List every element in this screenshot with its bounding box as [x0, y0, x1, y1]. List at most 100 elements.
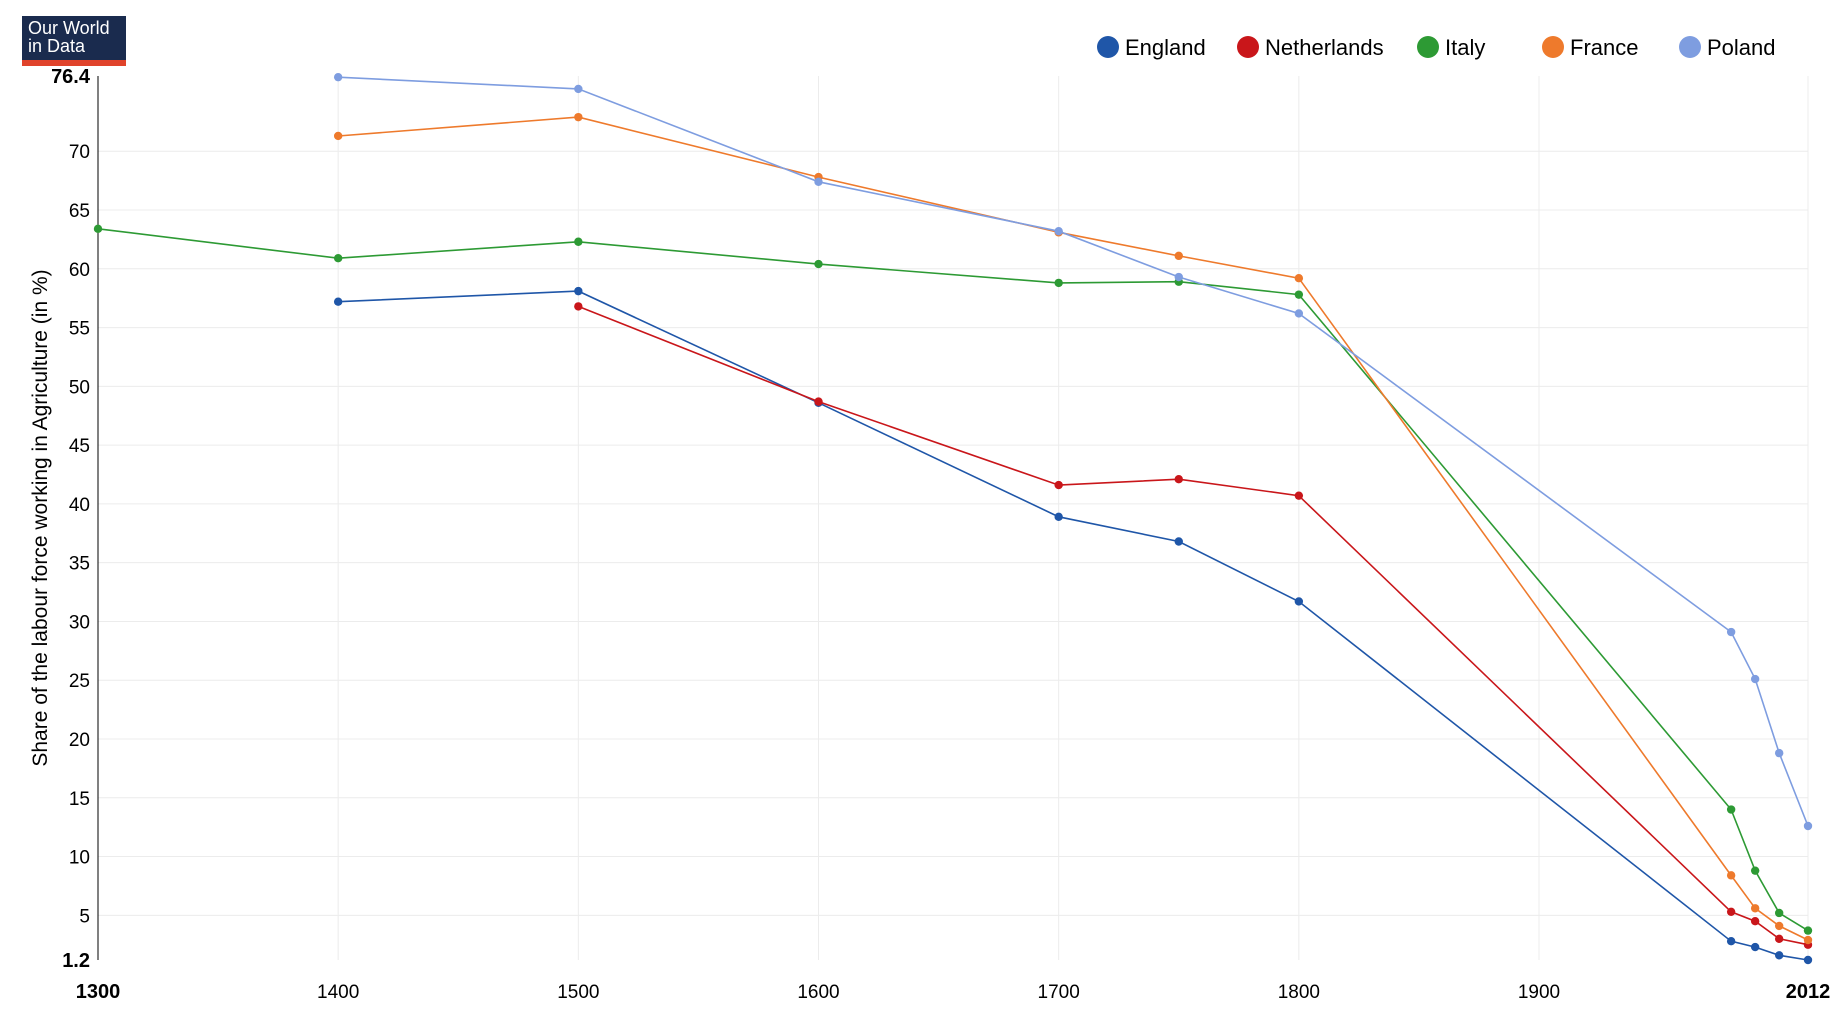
data-point[interactable]: [814, 397, 823, 406]
logo-line-2: in Data: [28, 36, 86, 56]
x-tick-label: 1600: [797, 982, 839, 1003]
series-line: [338, 116, 1809, 941]
legend-swatch: [1097, 36, 1119, 58]
data-point[interactable]: [574, 84, 583, 94]
legend-swatch: [1679, 36, 1701, 58]
data-point[interactable]: [574, 237, 583, 246]
y-tick-label: 30: [69, 612, 90, 633]
y-tick-label: 45: [69, 436, 90, 457]
data-point[interactable]: [333, 72, 343, 82]
x-tick-label: 1500: [557, 982, 599, 1003]
data-point[interactable]: [1174, 272, 1183, 282]
legend-item-italy[interactable]: Italy: [1417, 35, 1485, 60]
data-point[interactable]: [1803, 926, 1813, 935]
x-tick-label: 1400: [317, 982, 359, 1003]
legend-swatch: [1542, 36, 1564, 58]
legend-item-england[interactable]: England: [1097, 35, 1206, 60]
y-tick-label: 10: [69, 848, 90, 869]
data-point[interactable]: [814, 177, 823, 186]
legend-label: Netherlands: [1265, 35, 1384, 60]
legend[interactable]: England Netherlands Italy France Poland: [1097, 35, 1776, 60]
data-point[interactable]: [1750, 904, 1760, 913]
data-point[interactable]: [1774, 921, 1784, 931]
data-point[interactable]: [1803, 955, 1813, 965]
y-tick-label: 55: [69, 319, 90, 340]
data-point[interactable]: [1726, 936, 1736, 946]
series-england: [333, 286, 1813, 965]
data-point[interactable]: [333, 254, 343, 263]
y-tick-label: 25: [69, 671, 90, 692]
series-line: [338, 76, 1809, 827]
legend-item-netherlands[interactable]: Netherlands: [1237, 35, 1384, 60]
data-point[interactable]: [1294, 491, 1304, 500]
y-tick-label: 60: [69, 260, 90, 281]
y-tick-label: 70: [69, 142, 90, 163]
series-line: [338, 290, 1809, 961]
logo-line-1: Our World: [28, 18, 110, 38]
legend-label: England: [1125, 35, 1206, 60]
data-point[interactable]: [1054, 480, 1063, 490]
x-tick-label: 2012: [1786, 981, 1831, 1003]
x-tick-label: 1700: [1038, 982, 1080, 1003]
data-point[interactable]: [1174, 537, 1183, 546]
data-point[interactable]: [1294, 309, 1304, 318]
y-tick-label: 65: [69, 201, 90, 222]
y-tick-label: 40: [69, 495, 90, 516]
data-point[interactable]: [1726, 627, 1736, 637]
series: [93, 72, 1813, 965]
data-point[interactable]: [1803, 935, 1813, 945]
legend-item-poland[interactable]: Poland: [1679, 35, 1776, 60]
data-point[interactable]: [574, 112, 583, 122]
series-netherlands: [574, 302, 1813, 949]
data-point[interactable]: [814, 259, 823, 269]
owid-logo: Our World in Data: [22, 16, 126, 66]
legend-swatch: [1417, 36, 1439, 58]
legend-item-france[interactable]: France: [1542, 35, 1638, 60]
data-point[interactable]: [1803, 821, 1813, 831]
data-point[interactable]: [1774, 951, 1784, 960]
legend-swatch: [1237, 36, 1259, 58]
data-point[interactable]: [1174, 251, 1183, 261]
x-tick-label: 1800: [1278, 982, 1320, 1003]
data-point[interactable]: [1294, 597, 1304, 606]
data-point[interactable]: [1726, 805, 1736, 814]
data-point[interactable]: [1054, 512, 1063, 522]
data-point[interactable]: [1774, 748, 1784, 758]
y-tick-label: 1.2: [62, 950, 90, 972]
data-point[interactable]: [1726, 871, 1736, 880]
data-point[interactable]: [93, 224, 103, 234]
series-line: [97, 228, 1809, 932]
legend-label: Italy: [1445, 35, 1485, 60]
data-point[interactable]: [333, 131, 343, 141]
y-tick-label: 15: [69, 789, 90, 810]
data-point[interactable]: [1294, 273, 1304, 283]
y-tick-label: 50: [69, 377, 90, 398]
data-point[interactable]: [574, 286, 583, 296]
y-tick-label: 20: [69, 730, 90, 751]
series-italy: [93, 224, 1813, 935]
y-tick-label: 76.4: [51, 66, 91, 88]
data-point[interactable]: [1750, 674, 1760, 684]
data-point[interactable]: [1774, 934, 1784, 944]
data-point[interactable]: [574, 302, 583, 311]
x-tick-label: 1900: [1518, 982, 1560, 1003]
data-point[interactable]: [1774, 908, 1784, 918]
data-point[interactable]: [1054, 278, 1063, 288]
series-line: [578, 305, 1809, 946]
data-point[interactable]: [333, 297, 343, 306]
legend-label: Poland: [1707, 35, 1776, 60]
y-axis-title: Share of the labour force working in Agr…: [29, 269, 52, 766]
data-point[interactable]: [1174, 475, 1183, 484]
axes: 1300 1400 1500 1600 1700 1800 1900 2012 1.2 5 10 15…: [29, 66, 1830, 1003]
data-point[interactable]: [1750, 917, 1760, 926]
data-point[interactable]: [1750, 866, 1760, 875]
x-tick-label: 1300: [76, 981, 121, 1003]
data-point[interactable]: [1054, 226, 1063, 236]
data-point[interactable]: [1750, 942, 1760, 952]
legend-label: France: [1570, 35, 1638, 60]
data-point[interactable]: [1726, 907, 1736, 917]
data-point[interactable]: [1294, 290, 1304, 299]
y-tick-label: 5: [79, 906, 90, 927]
y-tick-label: 35: [69, 554, 90, 575]
